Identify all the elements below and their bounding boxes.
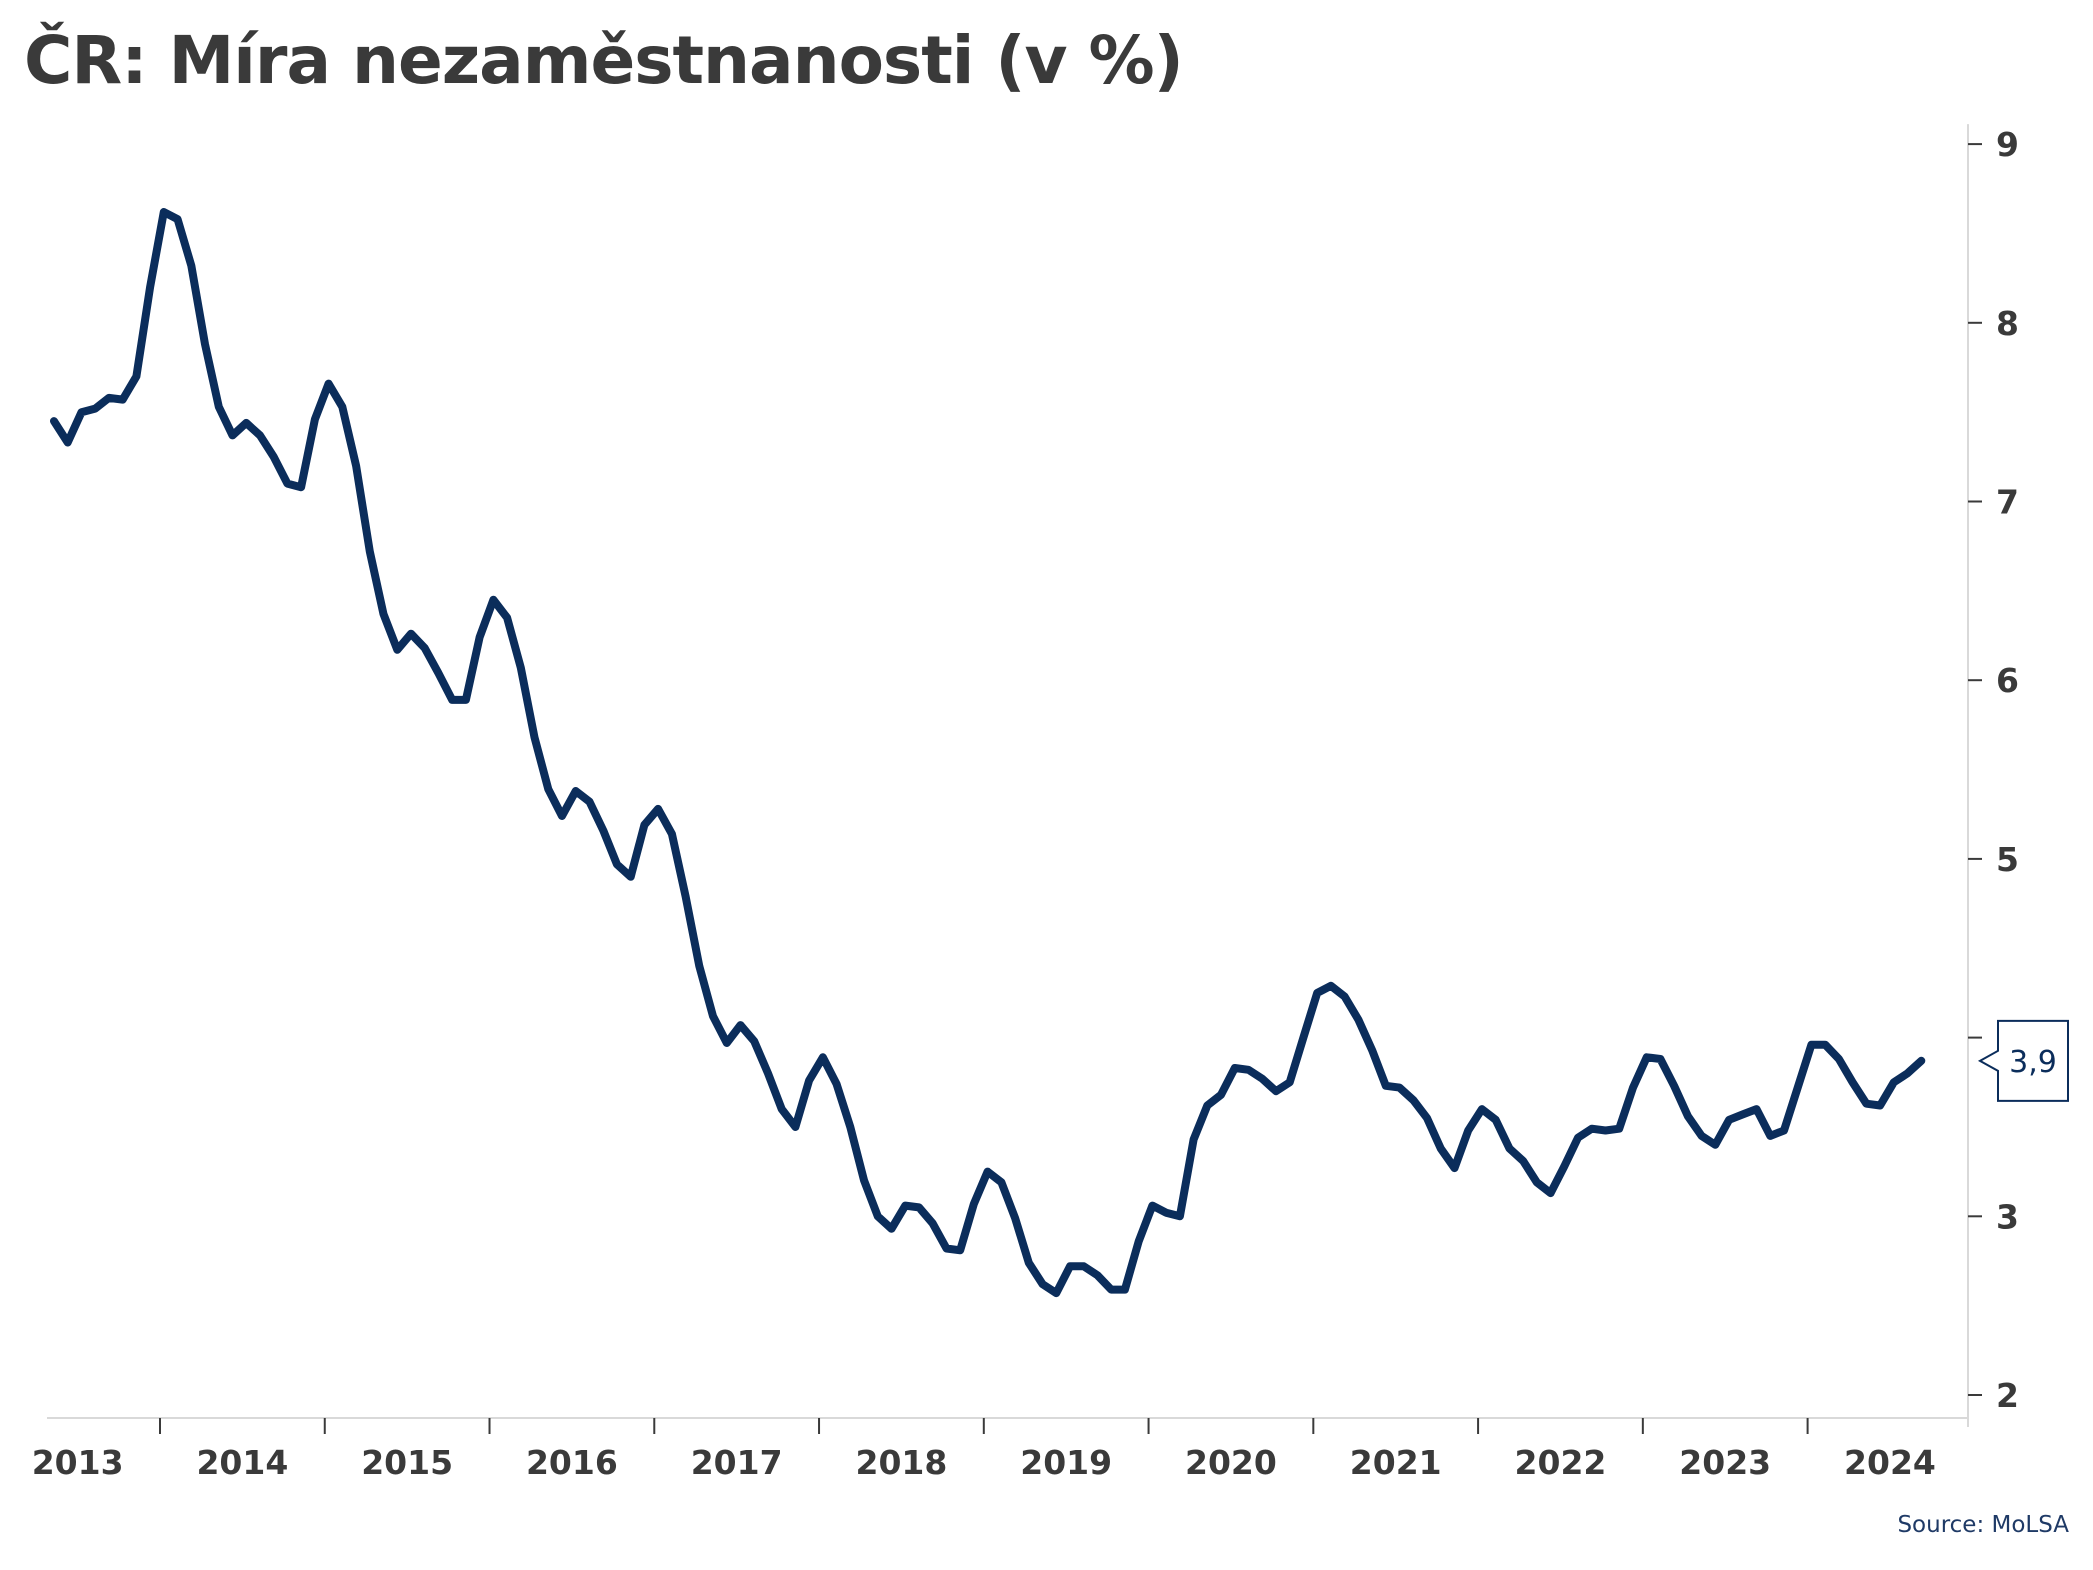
x-tick-label: 2013 bbox=[32, 1443, 124, 1482]
last-value-label: 3,9 bbox=[2009, 1045, 2057, 1080]
y-axis: 23456789 bbox=[1967, 124, 2019, 1427]
x-axis: 2013 2014 2015 2016 2017 2018 2019 2020 2021 2022… bbox=[32, 1417, 1968, 1482]
unemployment-rate-line bbox=[50, 208, 1926, 1298]
last-value-callout: 3,9 bbox=[1977, 1019, 2069, 1102]
x-tick-label: 2015 bbox=[361, 1443, 453, 1482]
y-tick-label: 9 bbox=[1996, 125, 2019, 164]
x-tick-label: 2017 bbox=[691, 1443, 783, 1482]
x-tick-label: 2021 bbox=[1350, 1443, 1442, 1482]
x-tick-label: 2024 bbox=[1844, 1443, 1936, 1482]
y-tick-label: 2 bbox=[1996, 1376, 2019, 1415]
x-tick-label: 2014 bbox=[196, 1443, 288, 1482]
x-tick-label: 2023 bbox=[1679, 1443, 1771, 1482]
x-tick-label: 2016 bbox=[526, 1443, 618, 1482]
y-tick-label: 5 bbox=[1996, 840, 2019, 879]
x-tick-label: 2020 bbox=[1185, 1443, 1277, 1482]
y-tick-label: 3 bbox=[1996, 1197, 2019, 1236]
x-tick-label: 2022 bbox=[1515, 1443, 1607, 1482]
source-note: Source: MoLSA bbox=[1897, 1512, 2069, 1538]
x-tick-label: 2018 bbox=[855, 1443, 947, 1482]
y-tick-label: 8 bbox=[1996, 304, 2019, 343]
chart-title: ČR: Míra nezaměstnanosti (v %) bbox=[24, 22, 1184, 99]
x-tick-label: 2019 bbox=[1020, 1443, 1112, 1482]
last-value-callout-box bbox=[1977, 1019, 2069, 1102]
y-tick-label: 6 bbox=[1996, 661, 2019, 700]
y-tick-label: 7 bbox=[1996, 483, 2019, 522]
